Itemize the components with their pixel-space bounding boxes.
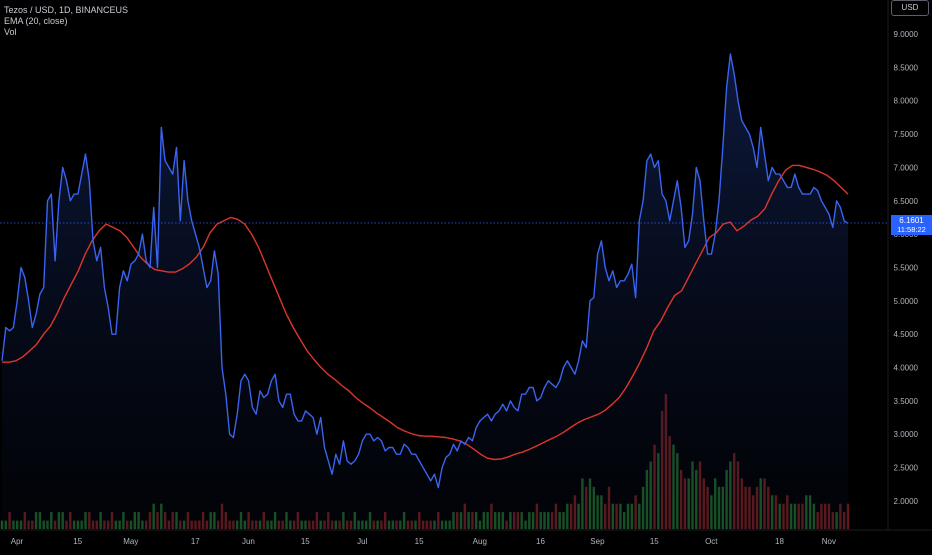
price-axis: 9.50009.00008.50008.00007.50007.00006.50…	[894, 0, 919, 506]
x-tick-label: 15	[415, 537, 424, 546]
time-axis: Apr 15 May 17 Jun 15 Jul 15 Aug 16 Sep 15 Oct 18 Nov	[11, 537, 836, 546]
x-tick-label: 17	[191, 537, 200, 546]
x-tick-label: Nov	[822, 537, 836, 546]
y-tick-label: 3.0000	[894, 430, 919, 439]
y-tick-label: 8.5000	[894, 63, 919, 72]
x-tick-label: 18	[775, 537, 784, 546]
x-tick-label: Sep	[590, 537, 605, 546]
y-tick-label: 5.0000	[894, 297, 919, 306]
y-tick-label: 7.5000	[894, 130, 919, 139]
y-tick-label: 8.0000	[894, 97, 919, 106]
y-tick-label: 6.5000	[894, 197, 919, 206]
x-tick-label: Aug	[473, 537, 487, 546]
y-tick-label: 9.0000	[894, 30, 919, 39]
y-tick-label: 4.5000	[894, 330, 919, 339]
x-tick-label: Jun	[242, 537, 255, 546]
y-tick-label: 7.0000	[894, 163, 919, 172]
x-tick-label: May	[123, 537, 138, 546]
x-tick-label: Jul	[357, 537, 367, 546]
symbol-title[interactable]: Tezos / USD, 1D, BINANCEUS	[4, 5, 129, 15]
currency-button[interactable]: USD	[891, 0, 929, 16]
x-tick-label: 15	[73, 537, 82, 546]
x-tick-label: 15	[650, 537, 659, 546]
ema-line[interactable]	[2, 164, 849, 461]
x-tick-label: 16	[536, 537, 545, 546]
y-tick-label: 5.5000	[894, 264, 919, 273]
price-line[interactable]	[1, 53, 849, 489]
price-area-fill	[2, 54, 848, 530]
y-tick-label: 4.0000	[894, 364, 919, 373]
y-tick-label: 3.5000	[894, 397, 919, 406]
chart-legend: Tezos / USD, 1D, BINANCEUS EMA (20, clos…	[4, 5, 128, 38]
y-tick-label: 2.5000	[894, 464, 919, 473]
last-price-value: 6.1601	[899, 216, 924, 225]
series-lines	[1, 53, 849, 489]
price-area	[2, 54, 848, 530]
x-tick-label: Apr	[11, 537, 24, 546]
bar-countdown: 11:58:22	[897, 225, 926, 234]
ema-indicator-label[interactable]: EMA (20, close)	[4, 16, 68, 26]
x-tick-label: 15	[301, 537, 310, 546]
x-tick-label: Oct	[705, 537, 718, 546]
last-price-tag: 6.1601 11:58:22	[891, 215, 932, 235]
volume-indicator-label[interactable]: Vol	[4, 27, 17, 37]
y-tick-label: 2.0000	[894, 497, 919, 506]
